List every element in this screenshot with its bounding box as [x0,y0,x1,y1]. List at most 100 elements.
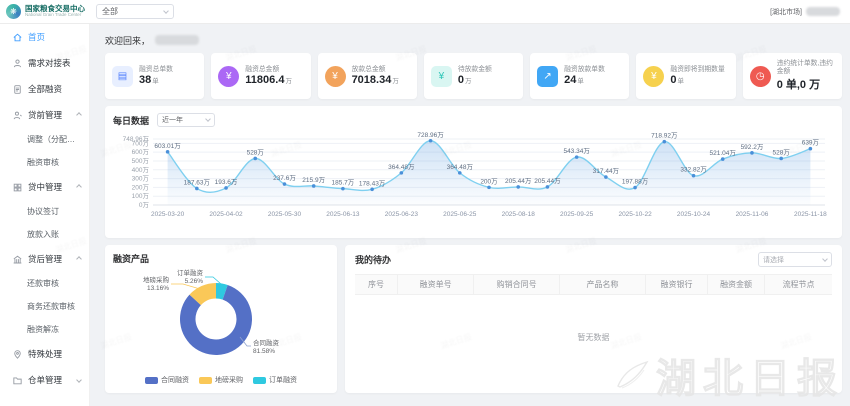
svg-text:2025-09-25: 2025-09-25 [560,211,594,218]
stat-value: 0单 [670,74,685,87]
svg-text:185.7万: 185.7万 [332,179,355,187]
todo-table-header: 序号 融资单号 购销合同号 产品名称 融资银行 融资金额 流程节点 [355,274,832,295]
legend-item-2[interactable]: 订单融资 [253,375,297,385]
svg-text:0万: 0万 [139,201,150,209]
sidebar-item-label: 还款审核 [27,279,59,288]
svg-text:528万: 528万 [772,148,790,156]
sidebar-item-label: 贷前管理 [28,110,63,120]
home-icon [12,32,23,43]
chevron-down-icon [822,255,828,262]
svg-text:521.04万: 521.04万 [710,149,737,157]
sidebar-item-8[interactable]: 放款入账 [0,223,89,246]
legend-item-0[interactable]: 合同融资 [145,375,189,385]
doc-icon [12,84,23,95]
daily-data-panel: 每日数据 近一年 0万 100万 200万 300万 400万 500万 600万 700万 7… [105,106,842,238]
stat-value: 38单 [139,74,159,87]
welcome-text: 欢迎回来， [105,35,151,46]
stat-label: 融资放款单数 [564,65,605,73]
sidebar-item-4[interactable]: 调整（分配）银行 [0,128,89,151]
todo-column-header-1: 融资单号 [398,275,475,294]
daily-data-title: 每日数据 [113,115,150,126]
stat-value: 24单 [564,74,584,87]
sidebar-item-9[interactable]: 贷后管理 [0,246,89,272]
sidebar-item-label: 协议签订 [27,207,59,216]
sidebar-item-14[interactable]: 仓单管理 [0,367,89,393]
stat-card-5: ¥ 融资即将到期数量 0单 [636,53,736,99]
svg-text:332.82万: 332.82万 [680,166,707,174]
svg-text:528万: 528万 [247,148,265,156]
sidebar-item-11[interactable]: 商务还款审核 [0,295,89,318]
scope-select[interactable]: 全部 [96,4,174,19]
svg-text:地磅采购: 地磅采购 [143,275,170,284]
stat-unit: 万 [392,78,399,86]
user-name-blurred[interactable] [806,7,840,16]
brand-subtitle: National Grain Trade Center [25,12,82,18]
sidebar-item-6[interactable]: 贷中管理 [0,174,89,200]
user-icon [12,58,23,69]
svg-text:500万: 500万 [132,157,150,165]
sidebar-item-label: 融资解冻 [27,325,59,334]
svg-text:2025-11-06: 2025-11-06 [736,211,769,218]
stat-value: 0万 [457,74,472,87]
svg-text:合同融资: 合同融资 [253,338,280,347]
svg-text:2025-03-20: 2025-03-20 [151,211,185,218]
user-gear-icon [12,110,23,121]
market-tag: [湖北市场] [770,8,802,16]
sidebar-item-label: 贷后管理 [28,254,63,264]
svg-text:2025-06-23: 2025-06-23 [385,211,419,218]
svg-text:237.6万: 237.6万 [273,174,296,182]
chevron-up-icon [76,184,82,190]
svg-text:543.34万: 543.34万 [563,147,590,155]
svg-text:205.44万: 205.44万 [534,177,561,185]
legend-label: 合同融资 [161,377,189,384]
todo-title: 我的待办 [355,255,392,265]
svg-text:200万: 200万 [480,177,498,185]
sidebar-item-3[interactable]: 贷前管理 [0,102,89,128]
todo-column-header-0: 序号 [355,275,398,294]
sidebar-item-2[interactable]: 全部融资 [0,76,89,102]
financing-products-panel: 融资产品 订单融资 5.26% 地磅采购 13.16% 合同融资 81.58% 合同融资地… [105,245,337,393]
svg-text:100万: 100万 [132,192,150,200]
arrow-up-right-icon: ↗ [537,65,559,87]
sidebar-item-0[interactable]: 首页 [0,24,89,50]
stat-unit: 单 [152,78,159,86]
stat-label: 违约统计单数,违约金额 [776,59,833,75]
todo-filter-select[interactable]: 请选择 [758,252,832,267]
svg-text:600万: 600万 [132,148,150,156]
sidebar-item-label: 全部融资 [28,84,63,94]
stat-value: 7018.34万 [351,74,399,87]
chevron-down-icon [76,377,82,383]
period-select[interactable]: 近一年 [157,113,216,127]
sidebar-item-label: 首页 [28,32,46,42]
daily-line-chart: 0万100万200万300万400万500万600万700万748.96万603… [123,131,828,218]
svg-text:193.6万: 193.6万 [215,178,238,186]
legend-item-1[interactable]: 地磅采购 [199,375,243,385]
svg-text:364.48万: 364.48万 [447,163,474,171]
sidebar-item-10[interactable]: 还款审核 [0,272,89,295]
money-icon: ¥ [218,65,240,87]
chevron-down-icon [205,116,211,122]
clock-icon: ◷ [749,65,771,87]
sidebar-item-label: 需求对接表 [28,58,71,68]
sidebar-item-7[interactable]: 协议签订 [0,200,89,223]
sidebar-item-1[interactable]: 需求对接表 [0,50,89,76]
svg-text:2025-06-25: 2025-06-25 [443,211,477,218]
chevron-up-icon [76,256,82,262]
svg-text:订单融资: 订单融资 [177,268,204,277]
stat-label: 融资总金额 [245,65,280,73]
svg-text:200万: 200万 [132,183,150,191]
sidebar-menu: 首页需求对接表全部融资贷前管理调整（分配）银行融资审核贷中管理协议签订放款入账贷… [0,24,90,406]
chevron-up-icon [76,112,82,118]
todo-column-header-6: 流程节点 [782,280,815,289]
svg-text:400万: 400万 [132,166,150,174]
todo-column-header-5: 融资金额 [708,275,766,294]
sidebar-item-5[interactable]: 融资审核 [0,151,89,174]
stat-label: 待放款金额 [457,65,492,73]
period-select-value: 近一年 [162,117,184,124]
sidebar-item-12[interactable]: 融资解冻 [0,318,89,341]
sidebar-item-13[interactable]: 特殊处理 [0,341,89,367]
svg-text:187.63万: 187.63万 [184,178,211,186]
money-icon: ¥ [324,65,346,87]
svg-text:2025-11-18: 2025-11-18 [794,211,827,218]
